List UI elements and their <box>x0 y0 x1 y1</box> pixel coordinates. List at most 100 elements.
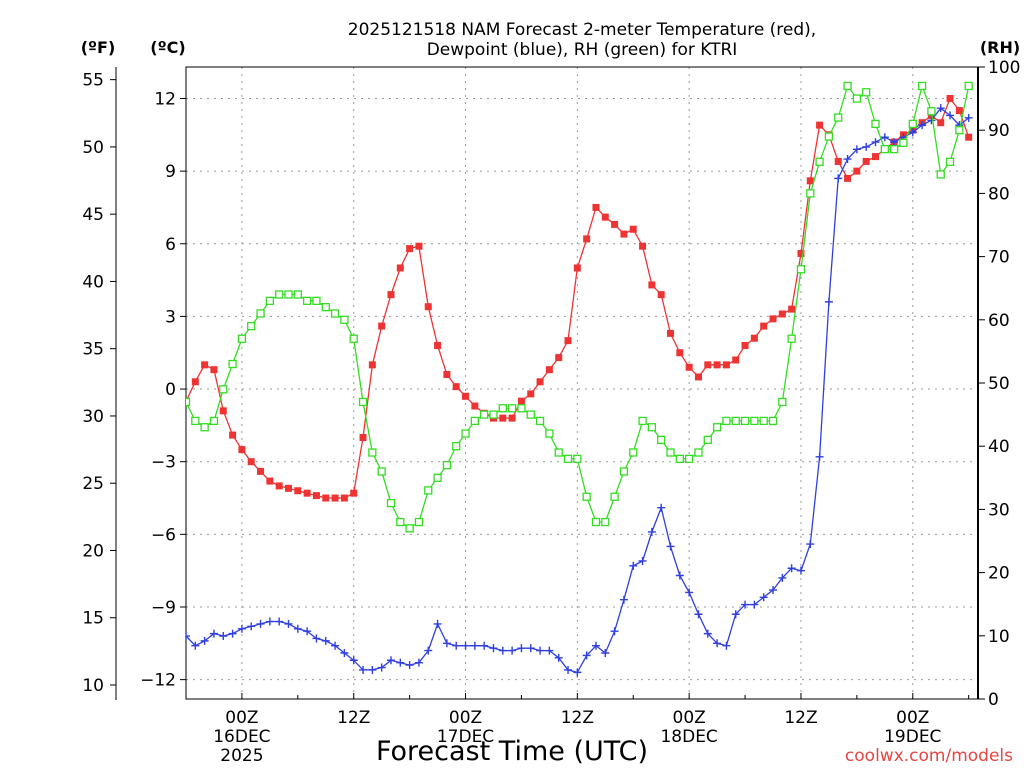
temperature-point <box>443 371 451 379</box>
rh-point <box>740 416 750 426</box>
temperature-point <box>527 390 535 398</box>
dewpoint-point <box>647 527 656 536</box>
dewpoint-point <box>526 644 535 653</box>
temperature-point <box>368 361 376 369</box>
dewpoint-point <box>536 646 545 655</box>
dewpoint-point <box>237 624 246 633</box>
rh-point <box>806 189 815 198</box>
dewpoint-point <box>340 648 349 657</box>
tick-label-rh: 20 <box>988 564 1010 584</box>
dewpoint-point <box>619 595 628 604</box>
temperature-point <box>238 446 246 454</box>
temperature-point <box>937 119 945 127</box>
rh-point <box>787 334 796 343</box>
rh-point <box>470 416 479 426</box>
rh-point <box>731 416 740 426</box>
dewpoint-point <box>918 121 927 130</box>
dewpoint-point <box>908 128 917 137</box>
temperature-point <box>564 337 572 345</box>
dewpoint-point <box>405 661 414 670</box>
rh-point <box>964 81 973 91</box>
temperature-point <box>499 414 507 422</box>
dewpoint-point <box>657 503 666 512</box>
grid-lines <box>186 67 978 699</box>
dewpoint-point <box>554 653 563 662</box>
rh-point <box>265 296 275 305</box>
dewpoint-point <box>545 646 554 655</box>
temperature-point <box>303 489 311 497</box>
temperature-point <box>462 392 470 400</box>
dewpoint-point <box>713 639 722 648</box>
rh-point <box>275 290 284 299</box>
dewpoint-point <box>694 610 703 619</box>
tick-label-x: 12Z <box>337 708 370 728</box>
tick-label-f: 15 <box>82 609 104 629</box>
tick-label-c: −12 <box>140 671 176 691</box>
temperature-point <box>378 322 386 330</box>
temperature-point <box>872 153 880 161</box>
tick-label-date: 16DEC <box>213 727 270 747</box>
temperature-point <box>685 363 693 371</box>
rh-point <box>256 309 265 318</box>
temperature-point <box>788 305 796 313</box>
tick-label-c: 0 <box>165 380 176 400</box>
temperature-point <box>452 383 460 391</box>
temperature-point <box>862 157 870 165</box>
dewpoint-point <box>862 142 871 151</box>
rh-point <box>424 486 433 495</box>
dewpoint-point <box>964 113 973 122</box>
temperature-point <box>667 329 675 337</box>
dewpoint-point <box>200 636 209 645</box>
dewpoint-point <box>750 600 759 609</box>
tick-label-rh: 40 <box>988 437 1010 457</box>
dewpoint-point <box>666 542 675 551</box>
dewpoint-point <box>824 297 833 306</box>
rh-point <box>563 454 573 463</box>
rh-point <box>349 334 358 343</box>
rh-point <box>191 416 200 426</box>
rh-point <box>703 435 712 445</box>
temperature-point <box>424 303 432 311</box>
rh-point <box>889 145 899 154</box>
temperature-point <box>620 230 628 238</box>
dewpoint-point <box>359 665 368 674</box>
tick-label-rh: 10 <box>988 627 1010 647</box>
rh-point <box>461 429 470 438</box>
rh-point <box>535 416 545 426</box>
dewpoint-point <box>517 644 526 653</box>
tick-label-c: −3 <box>151 453 176 473</box>
temperature-point <box>816 121 824 129</box>
rh-point <box>284 290 293 299</box>
temperature-point <box>219 407 227 415</box>
rh-point <box>219 385 228 394</box>
dewpoint-point <box>228 629 237 638</box>
rh-point <box>321 303 330 312</box>
dewpoint-point <box>675 571 684 580</box>
temperature-point <box>797 249 805 257</box>
dewpoint-point <box>778 573 787 582</box>
temperature-point <box>350 489 358 497</box>
tick-label-f: 10 <box>82 676 104 696</box>
temperature-point <box>396 264 404 272</box>
dewpoint-point <box>452 641 461 650</box>
temperature-point <box>555 354 563 362</box>
temperature-point <box>592 203 600 211</box>
rh-point <box>186 397 191 407</box>
rh-point <box>647 423 657 432</box>
dewpoint-point <box>293 624 302 633</box>
temperature-point <box>340 494 348 502</box>
temperature-point <box>648 281 656 289</box>
dewpoint-point <box>396 658 405 667</box>
rh-point <box>862 88 871 97</box>
temperature-point <box>760 322 768 330</box>
rh-point <box>517 404 526 413</box>
rh-point <box>302 296 312 305</box>
chart-title-line1: 2025121518 NAM Forecast 2-meter Temperat… <box>348 20 816 40</box>
temperature-point <box>434 341 442 349</box>
temperature-point <box>322 494 330 502</box>
temperature-point <box>284 484 292 492</box>
temperature-point <box>191 378 199 386</box>
x-axis-label: Forecast Time (UTC) <box>376 736 648 767</box>
series-dewpoint <box>186 104 973 677</box>
temperature-point <box>573 264 581 272</box>
